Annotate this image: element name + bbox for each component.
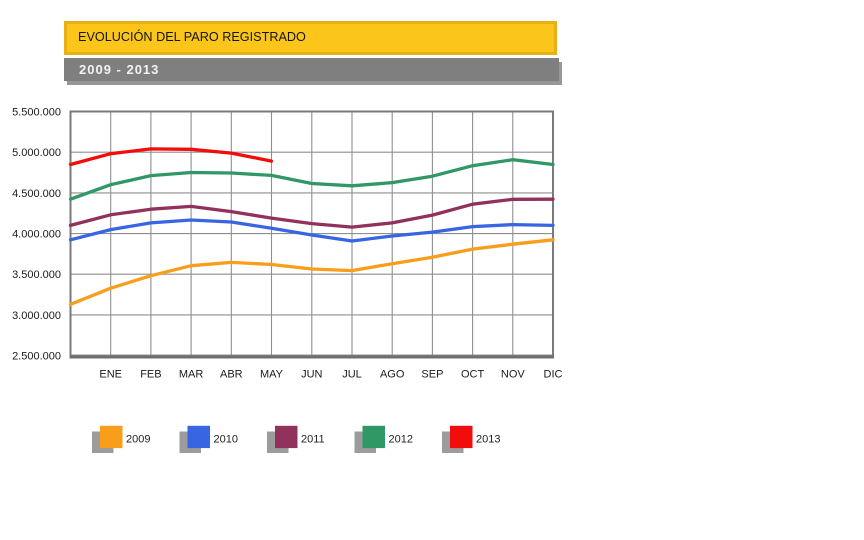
- svg-text:5.500.000: 5.500.000: [12, 106, 61, 118]
- svg-text:JUL: JUL: [342, 369, 362, 381]
- svg-text:MAR: MAR: [179, 369, 204, 381]
- svg-text:2009: 2009: [126, 433, 150, 445]
- svg-text:MAY: MAY: [260, 369, 284, 381]
- svg-text:2012: 2012: [389, 433, 413, 445]
- svg-text:3.000.000: 3.000.000: [12, 310, 61, 322]
- svg-text:2010: 2010: [214, 433, 238, 445]
- svg-text:3.500.000: 3.500.000: [12, 269, 61, 281]
- svg-text:4.500.000: 4.500.000: [12, 188, 61, 200]
- svg-text:SEP: SEP: [421, 369, 443, 381]
- svg-text:FEB: FEB: [140, 369, 161, 381]
- svg-text:AGO: AGO: [380, 369, 405, 381]
- svg-text:OCT: OCT: [461, 369, 485, 381]
- svg-text:ENE: ENE: [99, 369, 122, 381]
- svg-text:4.000.000: 4.000.000: [12, 229, 61, 241]
- svg-text:2013: 2013: [476, 433, 500, 445]
- svg-text:JUN: JUN: [301, 369, 322, 381]
- svg-text:NOV: NOV: [501, 369, 526, 381]
- svg-text:2.500.000: 2.500.000: [12, 351, 61, 363]
- svg-text:ABR: ABR: [220, 369, 243, 381]
- svg-text:5.000.000: 5.000.000: [12, 147, 61, 159]
- svg-text:2011: 2011: [301, 433, 325, 445]
- svg-text:DIC: DIC: [544, 369, 563, 381]
